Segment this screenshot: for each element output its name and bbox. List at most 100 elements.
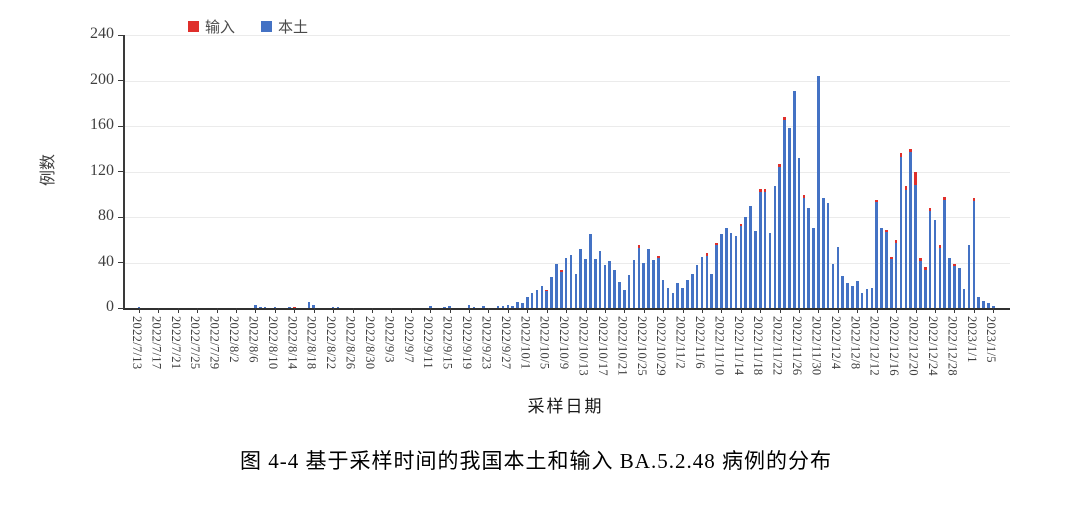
legend: 输入 本土 (188, 16, 308, 37)
bar-imported (293, 306, 296, 308)
bar-local (681, 287, 684, 308)
bar-local (545, 290, 548, 308)
bar-local (443, 306, 447, 308)
bar-local (312, 304, 316, 308)
x-tick (682, 308, 684, 313)
bar-local (671, 293, 675, 308)
bar-imported (953, 263, 956, 266)
y-tick (118, 80, 124, 81)
x-tick (993, 308, 995, 313)
y-tick (118, 125, 124, 127)
bar-imported (739, 223, 743, 227)
bar-local (336, 306, 340, 308)
bar-imported (637, 245, 641, 248)
bar-local (516, 302, 519, 308)
x-tick-label: 2022/11/14 (731, 316, 746, 376)
bar-local (729, 232, 733, 308)
x-tick (779, 308, 781, 313)
bar-local (331, 306, 335, 308)
bar-local (657, 257, 660, 308)
bar-local (953, 265, 956, 308)
y-tick-label: 200 (90, 70, 114, 88)
bar-imported (909, 148, 912, 153)
x-tick-label: 2022/11/18 (751, 316, 766, 376)
bar-local (569, 254, 573, 308)
bar-local (841, 276, 845, 308)
bar-local (623, 289, 626, 308)
legend-label-imported: 输入 (205, 20, 236, 36)
x-tick-label: 2022/8/2 (227, 316, 242, 363)
x-tick (352, 308, 354, 313)
bar-local (535, 289, 539, 308)
x-tick-label: 2022/8/30 (362, 316, 377, 370)
x-tick-label: 2022/10/25 (634, 316, 649, 376)
x-tick-label: 2022/8/6 (246, 316, 261, 363)
x-tick (449, 308, 451, 313)
bar-local (700, 256, 704, 308)
x-tick (973, 308, 975, 313)
bar-local (773, 186, 777, 308)
x-tick-label: 2022/11/6 (693, 316, 707, 369)
x-tick (236, 308, 238, 313)
x-tick (197, 308, 199, 313)
x-tick (488, 308, 490, 313)
x-tick (546, 308, 548, 313)
x-tick (158, 308, 160, 313)
bar-local (472, 306, 476, 308)
x-tick (313, 308, 315, 313)
x-tick-label: 2022/8/14 (285, 316, 300, 370)
bar-local (817, 75, 820, 308)
bar-imported (943, 196, 946, 200)
y-tick (118, 171, 124, 172)
bar-local (273, 306, 277, 308)
bar-local (758, 191, 762, 308)
bar-local (593, 259, 597, 308)
bar-local (870, 287, 874, 308)
bar-local (666, 287, 670, 308)
x-tick-label: 2022/10/13 (576, 316, 591, 376)
x-tick-label: 2022/10/1 (518, 316, 533, 370)
bar-imported (715, 243, 718, 246)
bar-local (894, 243, 898, 308)
bar-local (690, 273, 694, 308)
bar-local (715, 245, 718, 308)
x-tick (333, 308, 335, 313)
x-tick (216, 308, 218, 313)
x-tick-label: 2022/10/17 (595, 316, 610, 376)
x-tick (585, 308, 587, 313)
bar-local (259, 306, 262, 308)
bar-local (933, 220, 937, 308)
x-tick (818, 308, 820, 313)
x-tick (721, 308, 723, 313)
x-tick-label: 2022/9/23 (479, 316, 494, 370)
bar-local (589, 234, 592, 308)
bar-local (991, 305, 995, 308)
y-gridline (125, 262, 1010, 264)
bar-local (987, 303, 990, 308)
x-tick (740, 308, 742, 313)
x-tick (702, 308, 703, 313)
bar-imported (559, 270, 563, 272)
bar-local (428, 305, 432, 308)
bar-local (899, 156, 903, 308)
bar-local (962, 288, 966, 308)
x-tick-label: 2022/7/29 (207, 316, 222, 370)
legend-item-imported: 输入 (188, 16, 235, 37)
legend-label-local: 本土 (278, 20, 309, 36)
x-tick-label: 2022/11/30 (809, 316, 824, 376)
x-tick-label: 2022/11/10 (712, 316, 727, 376)
legend-swatch-local (261, 21, 273, 32)
y-tick (118, 307, 124, 309)
x-tick (799, 308, 801, 313)
bar-local (288, 306, 291, 308)
x-tick (857, 308, 859, 313)
legend-swatch-imported (188, 21, 199, 32)
bar-local (642, 262, 646, 308)
bar-local (909, 152, 912, 308)
x-tick (876, 308, 878, 313)
x-tick (430, 308, 432, 313)
bar-imported (705, 253, 709, 256)
x-tick-label: 2022/9/19 (460, 316, 475, 370)
bar-local (822, 197, 825, 308)
bar-local (496, 305, 500, 308)
